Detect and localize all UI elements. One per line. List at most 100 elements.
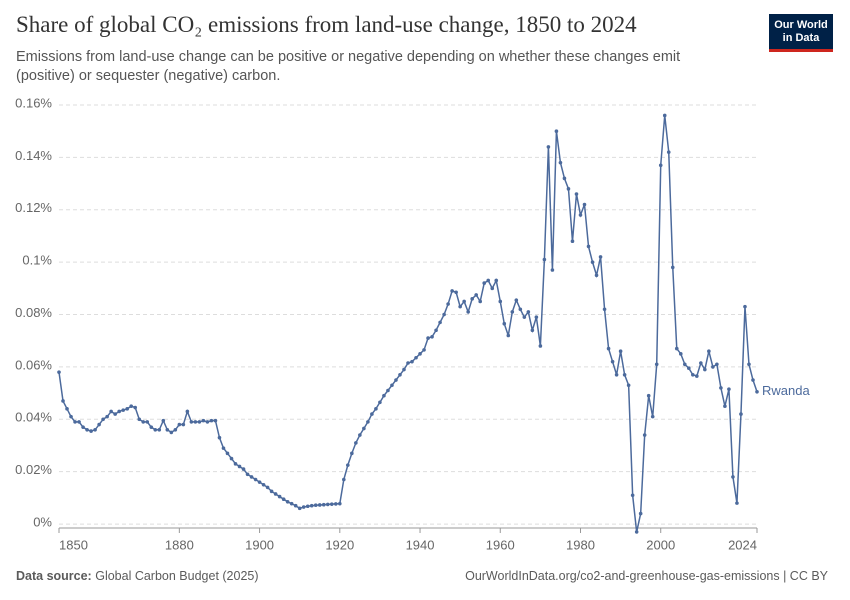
footer-url[interactable]: OurWorldInData.org/co2-and-greenhouse-ga… — [465, 569, 828, 583]
point — [711, 365, 715, 369]
point — [329, 502, 334, 506]
x-tick-label: 1980 — [566, 537, 595, 552]
logo-line: in Data — [782, 32, 820, 44]
point — [221, 446, 226, 450]
point — [458, 304, 462, 309]
point — [85, 427, 89, 432]
point — [149, 425, 154, 429]
y-tick-label: 0.04% — [15, 410, 52, 425]
point — [225, 451, 230, 456]
point — [161, 418, 166, 423]
point — [317, 503, 322, 507]
point — [610, 359, 615, 364]
point — [558, 160, 563, 165]
point — [370, 412, 374, 416]
point — [530, 328, 535, 333]
point — [434, 328, 438, 333]
point — [57, 370, 61, 374]
x-tick-label: 2024 — [728, 537, 757, 552]
point — [157, 427, 162, 432]
point — [570, 239, 575, 243]
point — [101, 417, 105, 422]
point — [333, 502, 338, 506]
point — [325, 502, 330, 507]
point — [181, 422, 186, 427]
point — [727, 387, 731, 391]
point — [113, 412, 117, 416]
point — [602, 307, 607, 312]
point — [277, 494, 282, 499]
point — [682, 362, 687, 367]
point — [462, 299, 466, 304]
point — [554, 129, 559, 133]
point — [321, 502, 326, 507]
point — [687, 366, 691, 371]
point — [634, 530, 639, 534]
point — [494, 278, 499, 283]
point — [743, 304, 747, 309]
point — [707, 349, 711, 354]
point — [518, 307, 523, 312]
point — [622, 372, 627, 377]
point — [438, 320, 442, 325]
point — [133, 405, 138, 410]
point — [402, 367, 406, 372]
point — [594, 273, 599, 278]
point — [97, 422, 101, 427]
logo-line: Our World — [774, 19, 828, 31]
point — [185, 409, 190, 414]
point — [582, 202, 587, 207]
y-tick-label: 0% — [33, 515, 52, 530]
point — [510, 310, 515, 314]
point — [245, 472, 250, 477]
point — [638, 511, 643, 516]
point — [454, 290, 458, 295]
point — [265, 485, 270, 490]
point — [293, 503, 298, 508]
point — [129, 404, 134, 409]
point — [739, 412, 743, 416]
point — [630, 493, 635, 498]
point — [606, 346, 611, 351]
point — [350, 451, 354, 456]
point — [422, 348, 426, 352]
point — [297, 506, 302, 511]
y-tick-label: 0.02% — [15, 462, 52, 477]
point — [590, 260, 595, 264]
point — [650, 414, 655, 419]
point — [498, 299, 503, 304]
y-tick-label: 0.16% — [15, 95, 52, 110]
point — [562, 176, 567, 181]
point — [666, 150, 671, 154]
point — [301, 505, 306, 509]
point — [426, 336, 430, 340]
chart-subtitle: Emissions from land-use change can be po… — [16, 49, 681, 84]
point — [374, 407, 378, 411]
point — [390, 383, 394, 388]
point — [229, 456, 234, 461]
point — [542, 257, 547, 262]
point — [382, 393, 386, 398]
source: Global Carbon Budget (2025) — [95, 569, 259, 583]
point — [642, 433, 647, 437]
point — [703, 367, 707, 372]
point — [189, 420, 194, 424]
point — [117, 409, 121, 414]
point — [755, 390, 759, 394]
point — [305, 504, 310, 509]
point — [241, 467, 246, 471]
point — [478, 299, 483, 304]
point — [173, 427, 178, 432]
point — [394, 378, 398, 382]
point — [205, 420, 210, 424]
logo[interactable]: Our World in Data — [769, 14, 833, 52]
x-tick-label: 1900 — [245, 537, 274, 552]
point — [141, 420, 146, 424]
point — [654, 362, 659, 367]
point — [169, 430, 174, 435]
point — [177, 422, 182, 427]
point — [534, 315, 539, 319]
point — [490, 286, 495, 291]
